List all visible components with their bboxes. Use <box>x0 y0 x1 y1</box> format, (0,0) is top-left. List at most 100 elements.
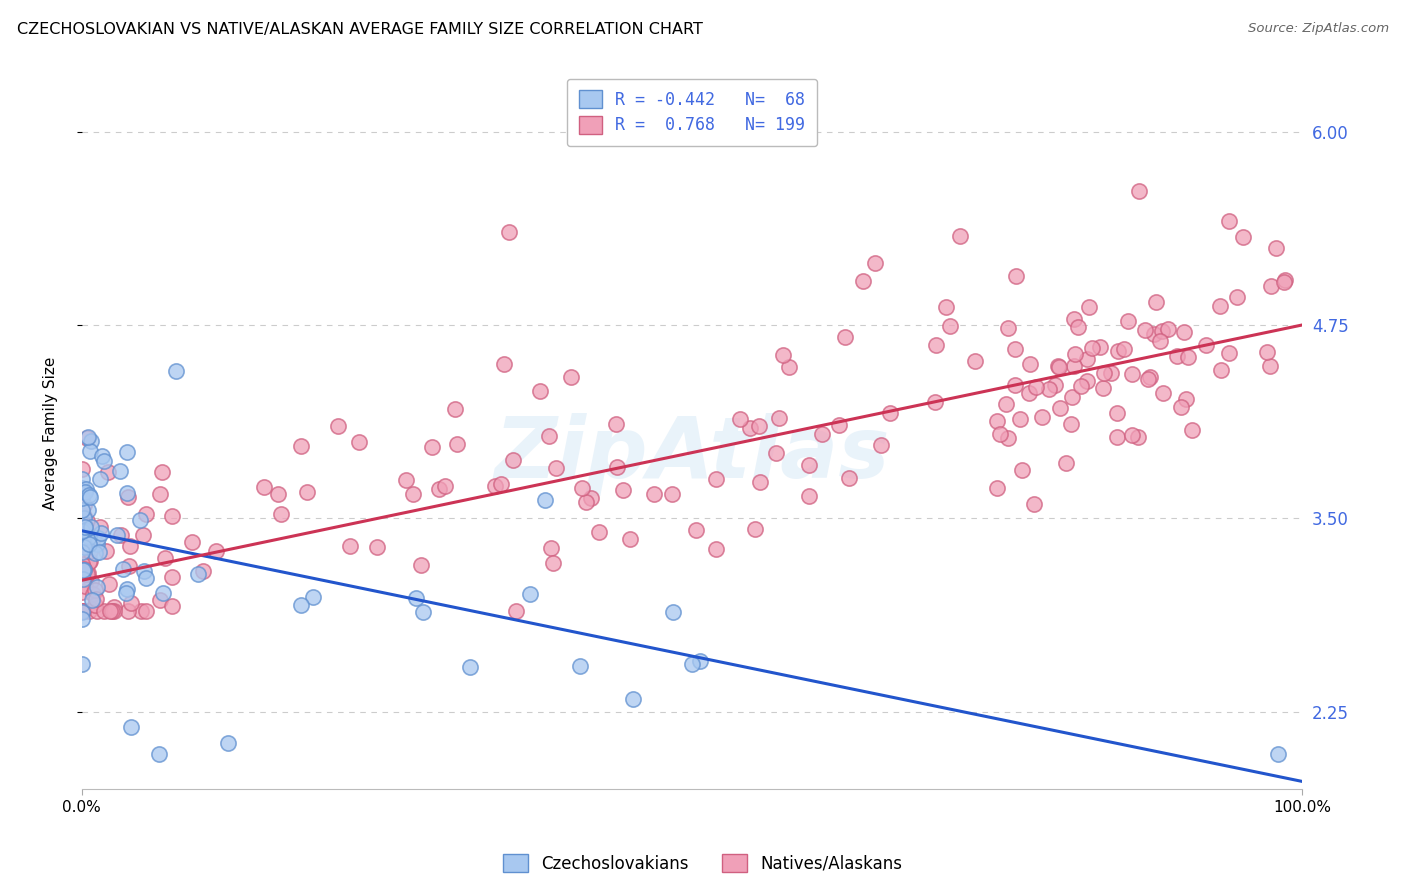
Point <box>1209 363 1232 377</box>
Point <box>1099 366 1122 380</box>
Point <box>152 586 174 600</box>
Point <box>1019 357 1042 371</box>
Point <box>484 479 506 493</box>
Point <box>90 525 112 540</box>
Point <box>1070 379 1092 393</box>
Point <box>75 482 97 496</box>
Text: Source: ZipAtlas.com: Source: ZipAtlas.com <box>1249 22 1389 36</box>
Point <box>132 564 155 578</box>
Point <box>491 477 513 491</box>
Point <box>740 421 762 435</box>
Point <box>80 520 103 534</box>
Point <box>863 256 886 270</box>
Point <box>73 498 96 512</box>
Point <box>72 462 94 476</box>
Point <box>1078 300 1101 314</box>
Point <box>571 481 593 495</box>
Point <box>995 397 1018 411</box>
Point <box>70 557 93 571</box>
Point <box>118 559 141 574</box>
Point <box>94 544 117 558</box>
Point <box>252 480 274 494</box>
Point <box>579 491 602 505</box>
Point <box>75 519 97 533</box>
Point <box>935 300 957 314</box>
Point <box>162 509 184 524</box>
Point <box>1049 401 1071 415</box>
Point <box>588 525 610 540</box>
Point <box>79 491 101 505</box>
Point <box>84 546 107 560</box>
Point <box>728 412 751 426</box>
Point <box>963 353 986 368</box>
Point <box>73 579 96 593</box>
Point <box>1067 320 1090 334</box>
Point <box>411 558 433 572</box>
Point <box>838 470 860 484</box>
Point <box>120 596 142 610</box>
Point <box>619 533 641 547</box>
Point <box>205 544 228 558</box>
Point <box>217 736 239 750</box>
Point <box>1218 346 1240 360</box>
Point <box>76 502 98 516</box>
Point <box>1047 359 1070 374</box>
Point <box>70 657 93 672</box>
Point <box>1010 411 1032 425</box>
Point <box>879 406 901 420</box>
Point <box>988 426 1011 441</box>
Point <box>290 599 312 613</box>
Point <box>117 582 139 596</box>
Point <box>661 605 683 619</box>
Point <box>111 562 134 576</box>
Point <box>70 584 93 599</box>
Point <box>90 450 112 464</box>
Point <box>72 563 94 577</box>
Point <box>537 429 560 443</box>
Point <box>70 521 93 535</box>
Point <box>1144 294 1167 309</box>
Point <box>70 524 93 539</box>
Point <box>135 507 157 521</box>
Point <box>765 445 787 459</box>
Point <box>290 438 312 452</box>
Point <box>339 539 361 553</box>
Point <box>135 604 157 618</box>
Point <box>80 434 103 448</box>
Point <box>1011 463 1033 477</box>
Point <box>267 487 290 501</box>
Point <box>749 475 772 489</box>
Text: CZECHOSLOVAKIAN VS NATIVE/ALASKAN AVERAGE FAMILY SIZE CORRELATION CHART: CZECHOSLOVAKIAN VS NATIVE/ALASKAN AVERAG… <box>17 22 703 37</box>
Point <box>129 604 152 618</box>
Point <box>77 555 100 569</box>
Point <box>1004 342 1026 356</box>
Point <box>498 225 520 239</box>
Point <box>77 488 100 502</box>
Point <box>1150 324 1173 338</box>
Point <box>1139 370 1161 384</box>
Point <box>681 657 703 671</box>
Point <box>181 535 204 549</box>
Point <box>1149 334 1171 349</box>
Point <box>87 531 110 545</box>
Point <box>70 518 93 533</box>
Point <box>1274 273 1296 287</box>
Point <box>165 364 187 378</box>
Point <box>77 536 100 550</box>
Point <box>1137 371 1160 385</box>
Point <box>811 426 834 441</box>
Point <box>395 474 418 488</box>
Point <box>1170 401 1192 415</box>
Point <box>661 487 683 501</box>
Point <box>748 419 770 434</box>
Point <box>89 519 111 533</box>
Point <box>89 544 111 558</box>
Point <box>270 507 292 521</box>
Point <box>834 329 856 343</box>
Point <box>412 605 434 619</box>
Point <box>405 591 427 605</box>
Point <box>1114 342 1136 356</box>
Point <box>77 566 100 580</box>
Point <box>131 528 153 542</box>
Point <box>986 414 1008 428</box>
